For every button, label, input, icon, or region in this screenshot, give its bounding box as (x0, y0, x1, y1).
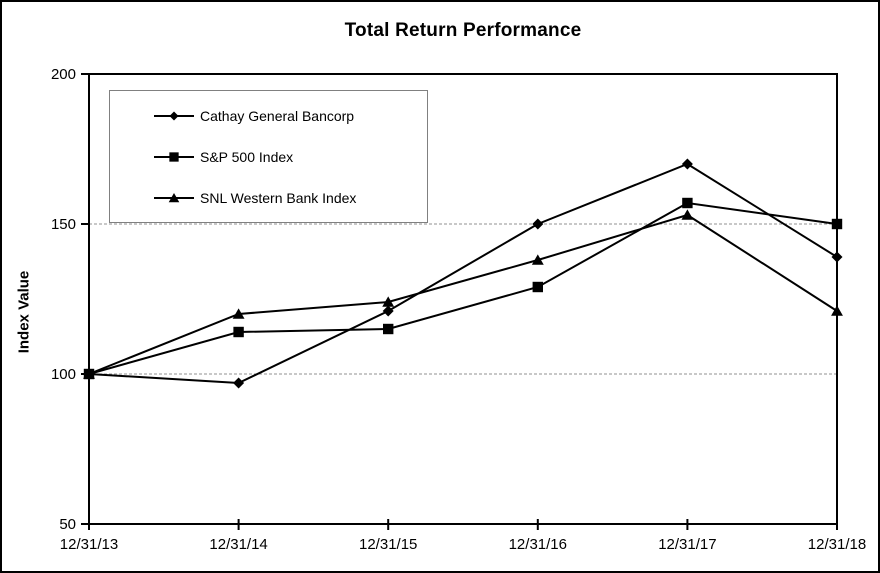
square-marker-s-p-500-index (233, 326, 244, 338)
legend-item-snl-western-bank-index: SNL Western Bank Index (154, 190, 427, 206)
triangle-marker-snl-western-bank-index (83, 368, 95, 379)
square-icon (154, 151, 194, 162)
y-tick-label: 200 (51, 66, 76, 83)
square-marker-s-p-500-index (682, 197, 693, 209)
x-tick-label: 12/31/16 (509, 536, 567, 553)
legend-label: SNL Western Bank Index (200, 189, 357, 206)
diamond-marker-cathay-general-bancorp (382, 305, 394, 317)
series-line-s-p-500-index (88, 201, 838, 375)
series-line-snl-western-bank-index (88, 213, 838, 375)
legend: Cathay General Bancorp S&P 500 Index SNL W… (109, 90, 428, 223)
x-tick-label: 12/31/17 (658, 536, 716, 553)
x-tick-label: 12/31/13 (60, 536, 118, 553)
triangle-marker-snl-western-bank-index (831, 305, 843, 316)
chart-title: Total Return Performance (344, 20, 582, 41)
plot-frame (88, 73, 838, 525)
x-tick-label: 12/31/18 (808, 536, 866, 553)
diamond-marker-cathay-general-bancorp (532, 218, 544, 230)
square-marker-s-p-500-index (532, 281, 544, 293)
legend-item-cathay-general-bancorp: Cathay General Bancorp (154, 108, 427, 124)
x-tick-label: 12/31/15 (359, 536, 417, 553)
legend-label: Cathay General Bancorp (200, 107, 355, 124)
square-marker-s-p-500-index (382, 323, 394, 335)
diamond-marker-cathay-general-bancorp (831, 251, 843, 263)
triangle-marker-snl-western-bank-index (681, 209, 694, 220)
legend-item-s-p-500-index: S&P 500 Index (154, 149, 427, 165)
series-line-cathay-general-bancorp (88, 162, 838, 385)
triangle-marker-snl-western-bank-index (232, 308, 245, 319)
x-tick-label: 12/31/14 (209, 536, 267, 553)
triangle-marker-snl-western-bank-index (382, 296, 395, 307)
diamond-icon (154, 111, 194, 120)
triangle-icon (154, 192, 194, 202)
diamond-marker-cathay-general-bancorp (681, 158, 693, 170)
triangle-marker-snl-western-bank-index (531, 254, 544, 265)
y-tick-label: 150 (51, 216, 76, 233)
square-marker-s-p-500-index (831, 218, 843, 230)
legend-label: S&P 500 Index (200, 148, 294, 165)
diamond-marker-cathay-general-bancorp (233, 377, 245, 389)
y-tick-label: 50 (59, 516, 76, 533)
y-tick-label: 100 (51, 366, 76, 383)
